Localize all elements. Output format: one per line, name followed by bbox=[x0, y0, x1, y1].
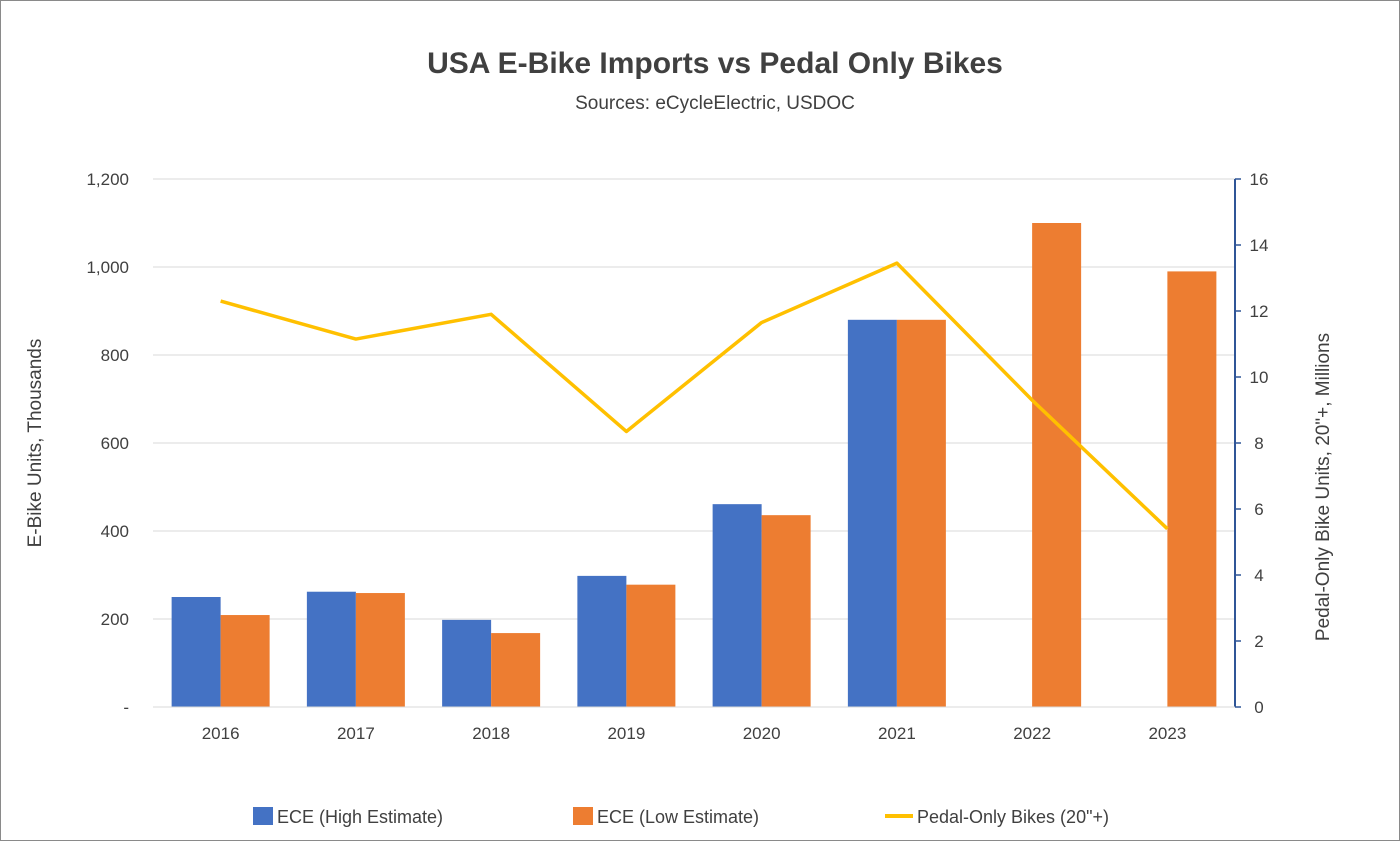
y2-tick-label: 8 bbox=[1254, 434, 1263, 453]
x-tick-label: 2023 bbox=[1148, 724, 1186, 743]
y-tick-label: 400 bbox=[101, 522, 129, 541]
legend-swatch bbox=[573, 807, 593, 825]
y-tick-label: 1,000 bbox=[86, 258, 129, 277]
y-tick-label: 200 bbox=[101, 610, 129, 629]
y2-tick-label: 2 bbox=[1254, 632, 1263, 651]
y-tick-label: 1,200 bbox=[86, 170, 129, 189]
bar-low-estimate bbox=[356, 593, 405, 707]
y2-tick-label: 14 bbox=[1250, 236, 1269, 255]
chart-subtitle: Sources: eCycleElectric, USDOC bbox=[575, 93, 855, 114]
bar-low-estimate bbox=[1167, 271, 1216, 707]
bar-high-estimate bbox=[577, 576, 626, 707]
legend-label: ECE (Low Estimate) bbox=[597, 807, 759, 827]
y2-tick-label: 12 bbox=[1250, 302, 1269, 321]
x-tick-label: 2021 bbox=[878, 724, 916, 743]
y2-axis-label: Pedal-Only Bike Units, 20"+, Millions bbox=[1313, 333, 1334, 641]
bar-high-estimate bbox=[442, 620, 491, 707]
chart-title: USA E-Bike Imports vs Pedal Only Bikes bbox=[427, 47, 1003, 80]
y-tick-label: 800 bbox=[101, 346, 129, 365]
y2-tick-label: 6 bbox=[1254, 500, 1263, 519]
legend-label: ECE (High Estimate) bbox=[277, 807, 443, 827]
bar-low-estimate bbox=[221, 615, 270, 707]
bar-high-estimate bbox=[172, 597, 221, 707]
x-tick-label: 2016 bbox=[202, 724, 240, 743]
x-tick-label: 2017 bbox=[337, 724, 375, 743]
bar-low-estimate bbox=[897, 320, 946, 707]
y2-tick-label: 4 bbox=[1254, 566, 1263, 585]
bar-low-estimate bbox=[762, 515, 811, 707]
pedal-only-line bbox=[221, 263, 1168, 529]
x-tick-label: 2022 bbox=[1013, 724, 1051, 743]
legend-label: Pedal-Only Bikes (20"+) bbox=[917, 807, 1109, 827]
x-tick-label: 2020 bbox=[743, 724, 781, 743]
legend-swatch bbox=[253, 807, 273, 825]
x-tick-label: 2018 bbox=[472, 724, 510, 743]
y2-tick-label: 10 bbox=[1250, 368, 1269, 387]
y2-tick-label: 0 bbox=[1254, 698, 1263, 717]
bar-low-estimate bbox=[626, 585, 675, 707]
x-tick-label: 2019 bbox=[607, 724, 645, 743]
bar-low-estimate bbox=[491, 633, 540, 707]
y-tick-label: 600 bbox=[101, 434, 129, 453]
y2-tick-label: 16 bbox=[1250, 170, 1269, 189]
y-tick-label: - bbox=[123, 698, 129, 717]
y-axis-label: E-Bike Units, Thousands bbox=[25, 339, 46, 548]
bar-low-estimate bbox=[1032, 223, 1081, 707]
bar-high-estimate bbox=[307, 592, 356, 707]
bar-high-estimate bbox=[848, 320, 897, 707]
bar-high-estimate bbox=[713, 504, 762, 707]
